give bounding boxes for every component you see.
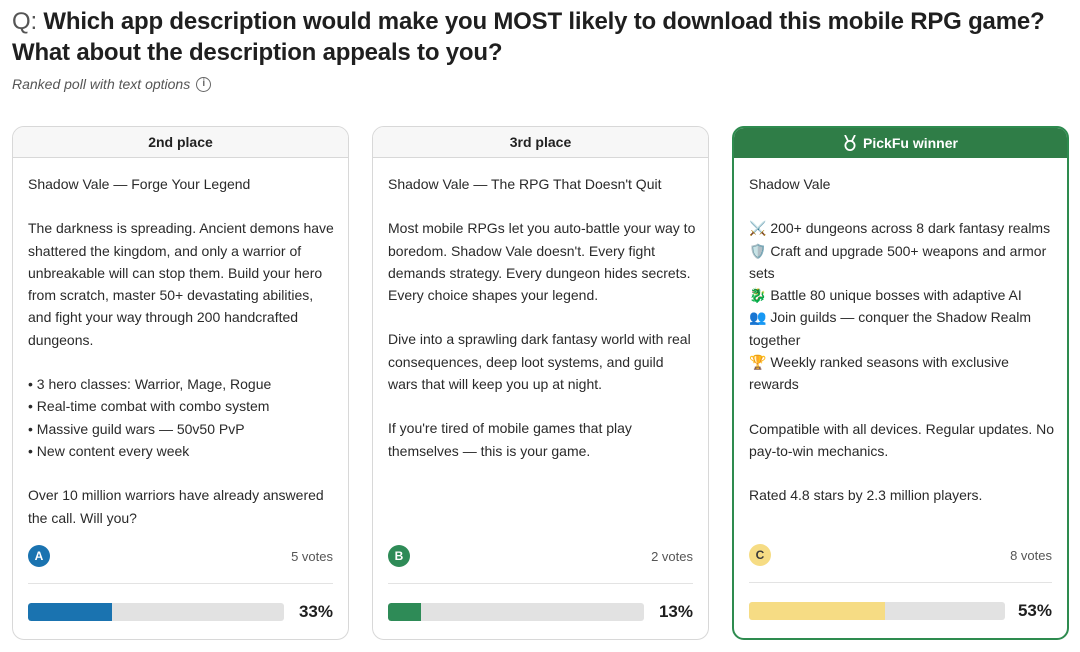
divider <box>749 582 1052 583</box>
poll-question: Q: Which app description would make you … <box>12 6 1072 68</box>
vote-count: 2 votes <box>651 548 693 564</box>
result-bar-row: 33% <box>28 601 333 623</box>
description-bullets: • 3 hero classes: Warrior, Mage, Rogue •… <box>28 376 272 459</box>
description-paragraph: Over 10 million warriors have already an… <box>28 487 328 526</box>
vote-count: 8 votes <box>1010 547 1052 563</box>
progress-fill <box>749 602 885 620</box>
description-paragraph: Compatible with all devices. Regular upd… <box>749 420 1058 459</box>
description-paragraph: If you're tired of mobile games that pla… <box>388 420 636 459</box>
winner-label: PickFu winner <box>863 135 958 151</box>
progress-track <box>388 603 644 621</box>
progress-track <box>749 602 1005 620</box>
poll-type-subtitle: Ranked poll with text options i <box>12 76 212 92</box>
option-letter-badge: C <box>749 544 771 566</box>
option-description: Shadow Vale — Forge Your Legend The dark… <box>28 173 336 529</box>
progress-fill <box>388 603 422 621</box>
option-description: Shadow Vale — The RPG That Doesn't Quit … <box>388 173 696 462</box>
progress-track <box>28 603 284 621</box>
option-letter-badge: A <box>28 545 50 567</box>
option-footer: C 8 votes <box>749 542 1052 568</box>
description-paragraph: The darkness is spreading. Ancient demon… <box>28 220 338 348</box>
option-footer: B 2 votes <box>388 543 693 569</box>
option-card-c[interactable]: PickFu winner Shadow Vale ⚔️ 200+ dungeo… <box>732 126 1069 640</box>
option-description: Shadow Vale ⚔️ 200+ dungeons across 8 da… <box>749 173 1055 507</box>
poll-type-label: Ranked poll with text options <box>12 76 191 92</box>
result-bar-row: 13% <box>388 601 693 623</box>
description-title: Shadow Vale <box>749 176 831 192</box>
description-paragraph: Rated 4.8 stars by 2.3 million players. <box>749 487 983 504</box>
description-bullets: ⚔️ 200+ dungeons across 8 dark fantasy r… <box>749 220 1051 393</box>
option-footer: A 5 votes <box>28 543 333 569</box>
card-rank-header: 2nd place <box>13 127 348 158</box>
info-icon[interactable]: i <box>196 76 212 92</box>
winner-header: PickFu winner <box>734 128 1067 158</box>
question-text: Which app description would make you MOS… <box>12 8 1045 66</box>
option-letter-badge: B <box>388 545 410 567</box>
vote-count: 5 votes <box>291 548 333 564</box>
description-title: Shadow Vale — Forge Your Legend <box>28 176 251 192</box>
percent-label: 33% <box>298 602 333 621</box>
option-card-b[interactable]: 3rd place Shadow Vale — The RPG That Doe… <box>372 126 709 640</box>
card-rank-header: 3rd place <box>373 127 708 158</box>
divider <box>28 583 333 584</box>
description-title: Shadow Vale — The RPG That Doesn't Quit <box>388 176 662 192</box>
question-prefix: Q: <box>12 8 37 35</box>
option-card-a[interactable]: 2nd place Shadow Vale — Forge Your Legen… <box>12 126 349 640</box>
percent-label: 13% <box>658 602 693 621</box>
result-bar-row: 53% <box>749 600 1052 622</box>
progress-fill <box>28 603 113 621</box>
medal-icon <box>843 131 857 151</box>
divider <box>388 583 693 584</box>
description-paragraph: Most mobile RPGs let you auto-battle you… <box>388 220 700 304</box>
percent-label: 53% <box>1017 601 1052 620</box>
description-paragraph: Dive into a sprawling dark fantasy world… <box>388 331 695 393</box>
